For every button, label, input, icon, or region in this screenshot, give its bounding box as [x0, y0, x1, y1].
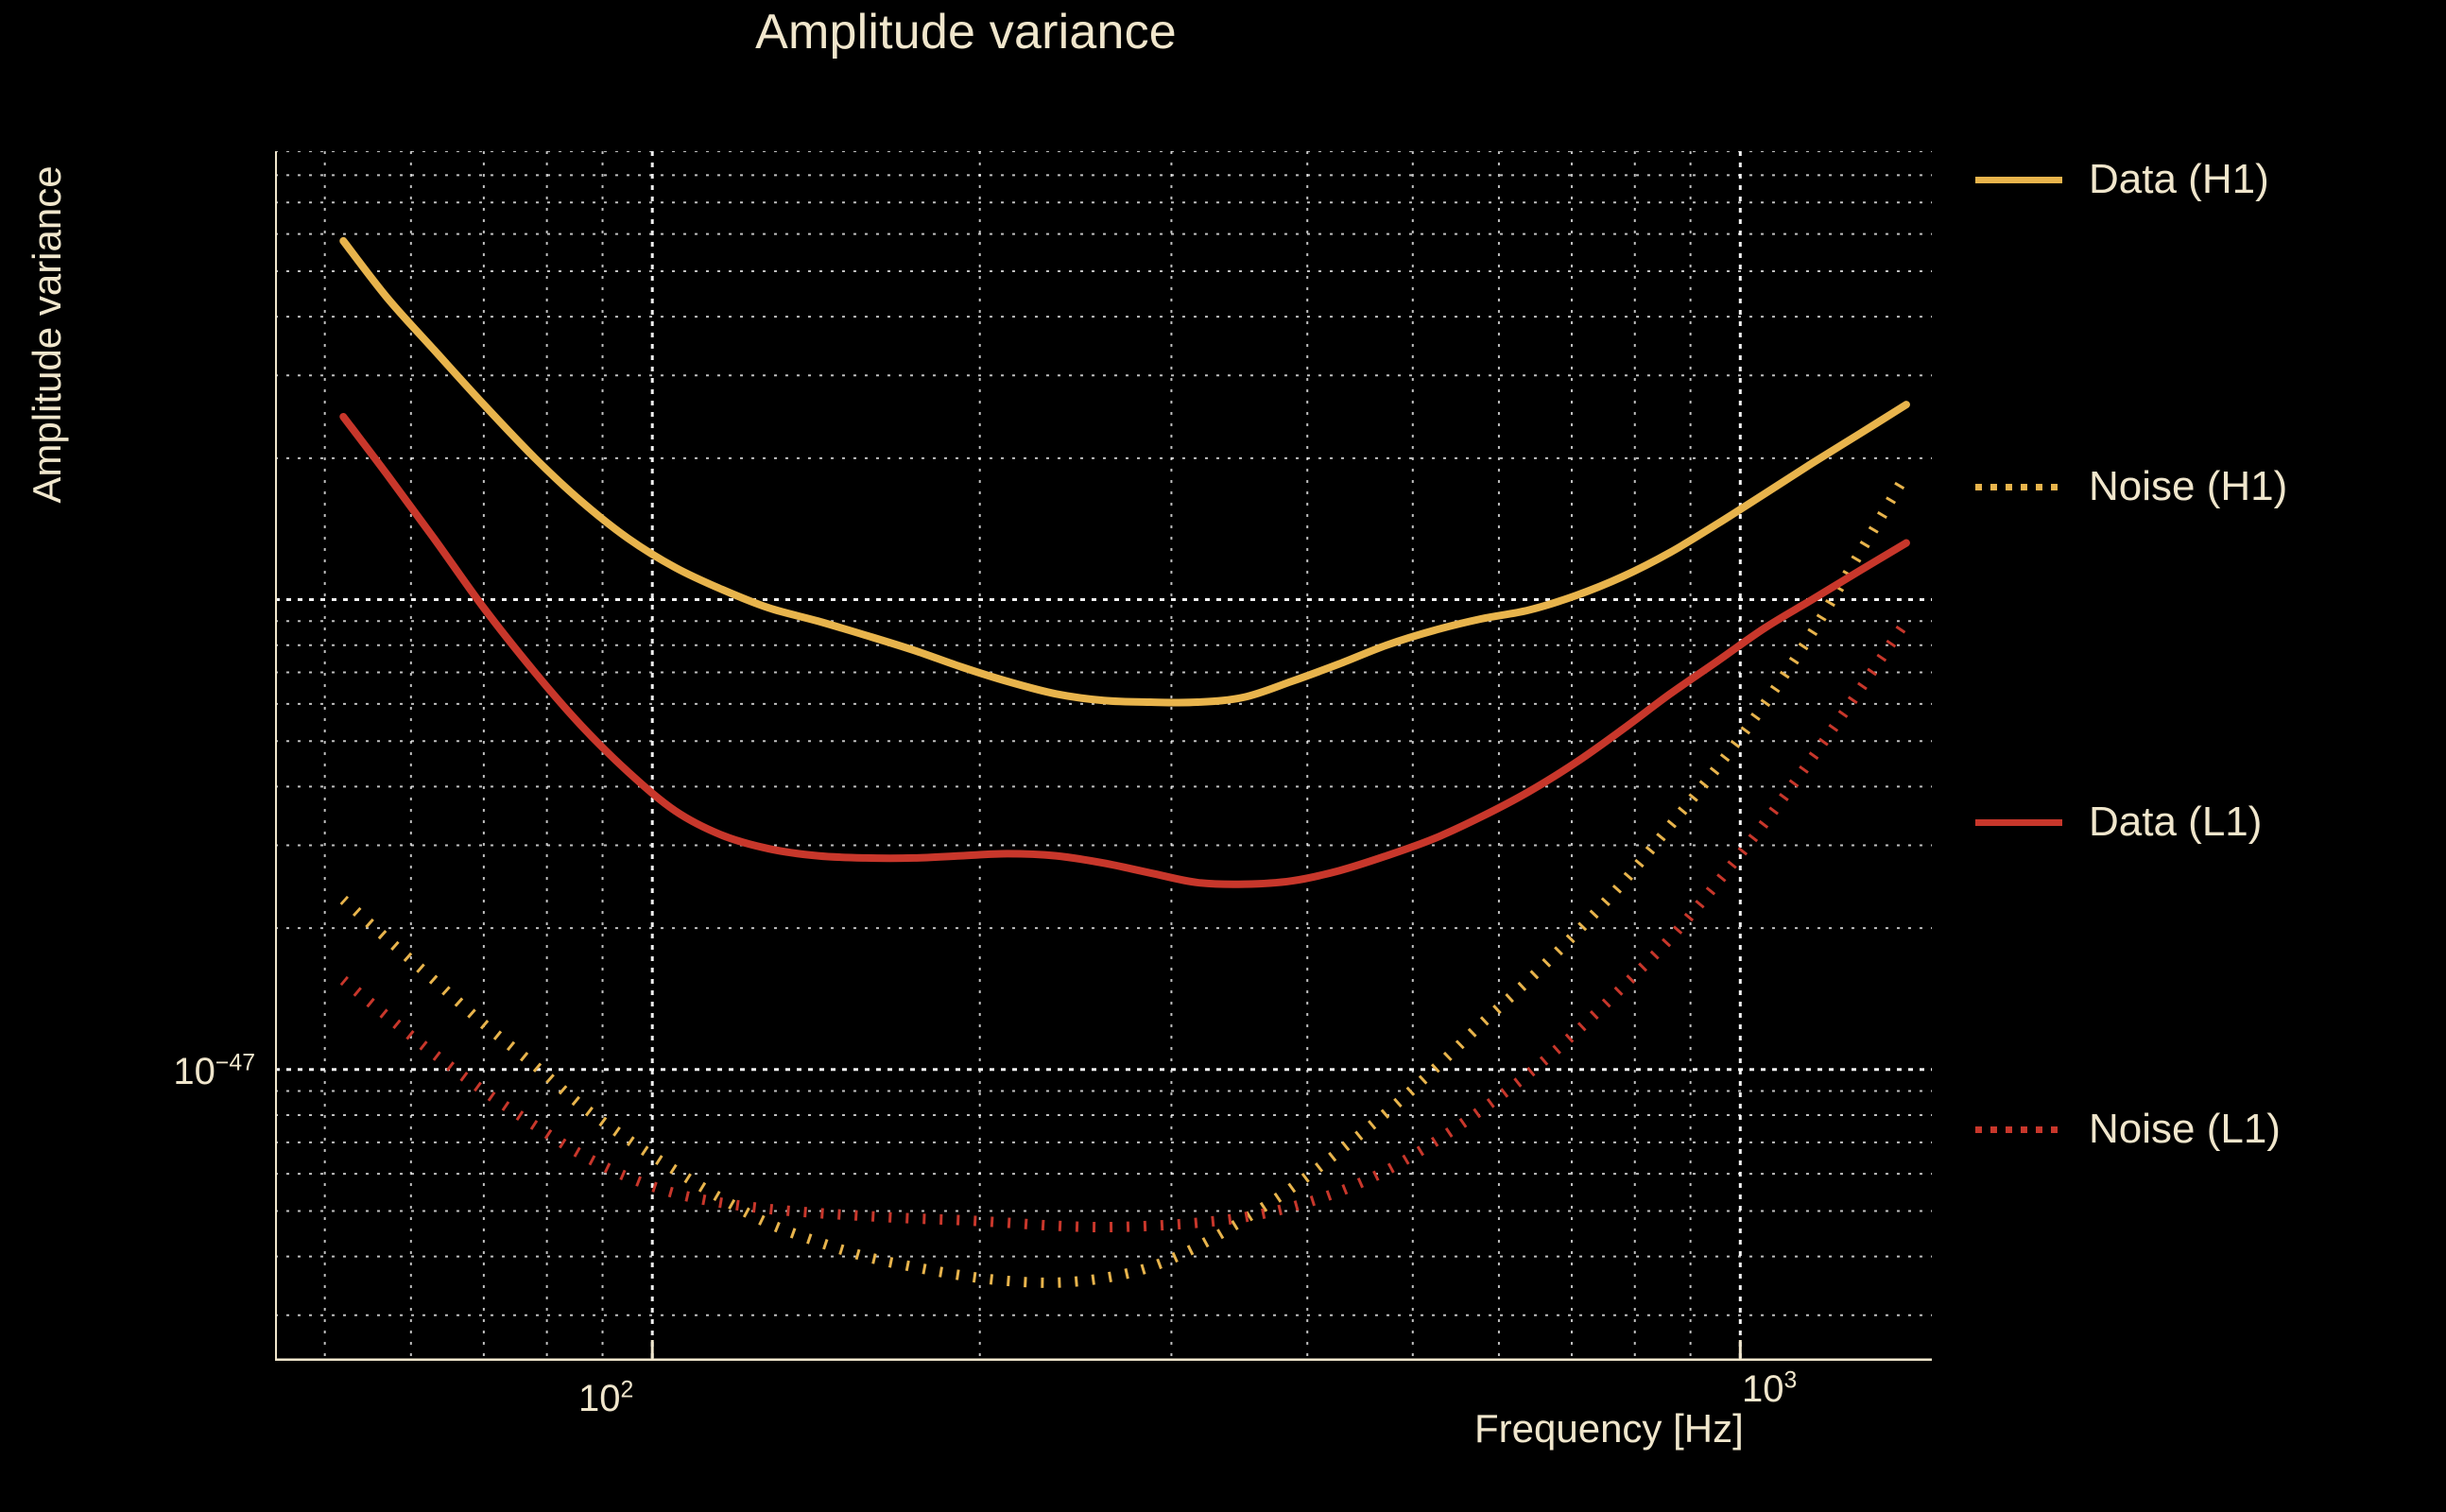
x-tick-label-1e2: 102 [578, 1377, 634, 1419]
legend-line-sample-data-h1 [1975, 176, 2062, 183]
series-line-1 [339, 471, 1911, 1288]
legend-entry-noise-h1[interactable]: Noise (H1) [1975, 458, 2287, 515]
axis-spines [275, 151, 1932, 1361]
axis-ticks [650, 1340, 1742, 1361]
legend-label-data-l1: Data (L1) [2089, 799, 2263, 845]
plot-canvas [275, 151, 1932, 1361]
y-tick-label-1e-47: 10−47 [173, 1050, 255, 1092]
series-line-2 [339, 413, 1910, 888]
legend-line-sample-noise-h1 [1975, 483, 2062, 490]
legend-entry-data-h1[interactable]: Data (H1) [1975, 151, 2269, 208]
legend-label-noise-l1: Noise (L1) [2089, 1106, 2281, 1152]
x-tick-label-1e3: 103 [1742, 1367, 1798, 1410]
legend-label-data-h1: Data (H1) [2089, 156, 2269, 202]
legend: Data (H1) Noise (H1) Data (L1) Noise (L1… [1975, 123, 2446, 1238]
legend-label-noise-h1: Noise (H1) [2089, 463, 2288, 509]
y-axis-label: Amplitude variance [25, 165, 69, 504]
y-gridlines [275, 151, 1932, 1316]
legend-line-sample-noise-l1 [1975, 1125, 2062, 1133]
x-gridlines [323, 151, 1742, 1361]
legend-entry-data-l1[interactable]: Data (L1) [1975, 794, 2262, 850]
legend-entry-noise-l1[interactable]: Noise (L1) [1975, 1101, 2281, 1158]
legend-line-sample-data-l1 [1975, 818, 2062, 826]
series-line-0 [339, 236, 1910, 707]
chart-title: Amplitude variance [755, 5, 1177, 60]
data-series-layer [339, 236, 1911, 1288]
plot-area [275, 151, 1932, 1361]
x-axis-label: Frequency [Hz] [1474, 1406, 1744, 1451]
series-line-3 [339, 618, 1911, 1233]
